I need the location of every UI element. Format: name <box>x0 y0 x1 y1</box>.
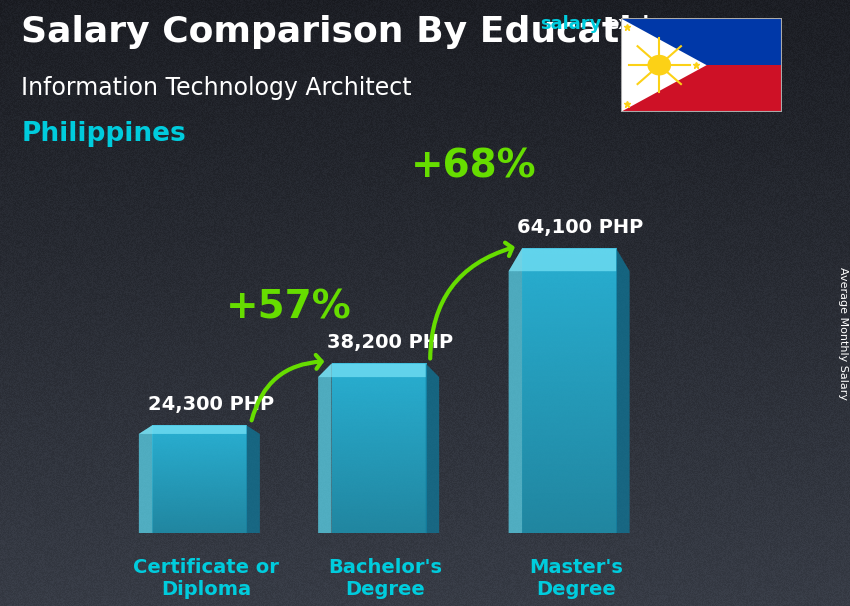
Text: +68%: +68% <box>411 148 536 186</box>
Text: salary: salary <box>540 15 601 33</box>
Text: Philippines: Philippines <box>21 121 186 147</box>
Text: 38,200 PHP: 38,200 PHP <box>326 333 453 353</box>
Polygon shape <box>139 425 246 434</box>
Text: .com: .com <box>681 15 729 33</box>
Text: explorer: explorer <box>606 15 691 33</box>
Polygon shape <box>620 18 706 112</box>
Circle shape <box>648 55 672 76</box>
Polygon shape <box>426 364 439 533</box>
Polygon shape <box>246 425 260 533</box>
Bar <box>620 18 782 65</box>
Polygon shape <box>318 364 332 533</box>
Text: Average Monthly Salary: Average Monthly Salary <box>838 267 848 400</box>
Polygon shape <box>139 425 152 533</box>
Text: Information Technology Architect: Information Technology Architect <box>21 76 412 100</box>
Text: +57%: +57% <box>226 288 352 326</box>
Polygon shape <box>318 364 426 377</box>
Text: Certificate or
Diploma: Certificate or Diploma <box>133 558 279 599</box>
Polygon shape <box>508 248 616 271</box>
Text: Bachelor's
Degree: Bachelor's Degree <box>328 558 442 599</box>
Polygon shape <box>616 248 630 533</box>
Polygon shape <box>508 248 522 533</box>
Bar <box>620 65 782 112</box>
Text: Master's
Degree: Master's Degree <box>529 558 623 599</box>
Text: Salary Comparison By Education: Salary Comparison By Education <box>21 15 683 49</box>
Text: 24,300 PHP: 24,300 PHP <box>148 395 274 414</box>
Text: 64,100 PHP: 64,100 PHP <box>517 218 643 238</box>
